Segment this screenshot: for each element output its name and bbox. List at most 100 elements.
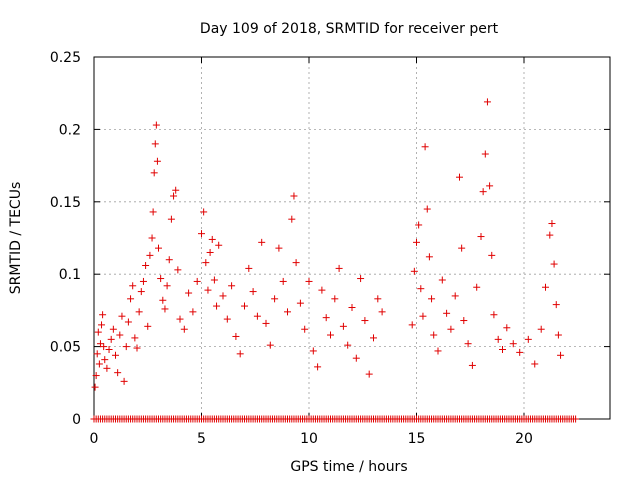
data-point (344, 341, 352, 349)
data-point (481, 150, 489, 158)
data-point (213, 302, 221, 310)
data-point (322, 314, 330, 322)
data-point (531, 360, 539, 368)
data-point (509, 340, 517, 348)
x-tick-label: 10 (300, 431, 318, 447)
data-point (135, 308, 143, 316)
data-point (208, 235, 216, 243)
data-point (468, 361, 476, 369)
data-point (408, 321, 416, 329)
data-point (206, 248, 214, 256)
data-point (99, 311, 107, 319)
data-point (236, 350, 244, 358)
x-tick-label: 15 (408, 431, 426, 447)
data-point (477, 233, 485, 241)
data-point (109, 325, 117, 333)
data-point (144, 322, 152, 330)
data-point (542, 283, 549, 291)
data-point (165, 256, 173, 264)
data-point (430, 331, 438, 339)
data-point (413, 238, 420, 246)
data-point (425, 253, 433, 261)
data-point (417, 285, 425, 293)
data-point (223, 315, 231, 323)
data-point (120, 377, 128, 385)
data-point (447, 325, 455, 333)
data-point (180, 325, 188, 333)
data-point (157, 275, 165, 283)
data-point (103, 364, 111, 372)
data-point (155, 244, 162, 252)
data-point (241, 302, 248, 310)
data-point (101, 356, 109, 364)
data-point (150, 169, 158, 177)
data-point (122, 343, 130, 351)
data-point (271, 295, 279, 303)
data-point (473, 283, 481, 291)
data-point (189, 308, 197, 316)
data-point (124, 318, 132, 326)
y-tick-label: 0.05 (50, 340, 81, 356)
data-point (434, 347, 442, 355)
x-axis-ticks: 0 5 10 15 20 (90, 57, 533, 447)
data-point (131, 334, 139, 342)
data-point (443, 309, 451, 317)
data-point (365, 370, 373, 378)
data-point (100, 343, 108, 351)
data-point (503, 324, 511, 332)
data-point (490, 311, 498, 319)
data-point (537, 325, 545, 333)
data-point (370, 334, 377, 342)
y-tick-label: 0 (72, 412, 81, 428)
data-point (327, 331, 334, 339)
data-point (232, 332, 240, 340)
data-point (284, 308, 291, 316)
y-tick-label: 0.25 (50, 50, 81, 66)
data-point (378, 308, 386, 316)
data-point (152, 121, 160, 129)
data-point (148, 234, 156, 242)
data-point (139, 277, 147, 285)
data-point (204, 286, 212, 294)
data-point (456, 173, 463, 181)
data-point (357, 275, 365, 283)
data-point (93, 350, 101, 358)
data-point (554, 331, 562, 339)
data-point (94, 328, 102, 336)
data-point (112, 351, 119, 359)
data-point (249, 288, 257, 296)
data-point (516, 348, 524, 356)
data-point (296, 299, 304, 307)
data-point (550, 260, 558, 268)
data-point (176, 315, 184, 323)
x-tick-label: 0 (90, 431, 99, 447)
data-point (275, 244, 283, 252)
data-point (279, 277, 287, 285)
data-point (149, 208, 157, 216)
data-point (159, 296, 167, 304)
data-points (90, 98, 580, 423)
data-point (105, 345, 113, 353)
data-point (172, 186, 180, 194)
data-point (314, 363, 322, 371)
data-point (548, 220, 556, 228)
data-point (153, 157, 161, 165)
data-point (339, 322, 347, 330)
data-point (107, 335, 115, 343)
data-point (352, 354, 360, 362)
data-point (415, 221, 423, 229)
data-point (335, 264, 343, 272)
data-point (410, 267, 418, 275)
data-point (524, 335, 532, 343)
data-point (374, 295, 382, 303)
data-point (96, 340, 104, 348)
data-point (557, 351, 565, 359)
data-point (292, 259, 300, 267)
x-axis-label: GPS time / hours (290, 459, 407, 475)
y-tick-label: 0.1 (59, 267, 81, 283)
grid-lines (94, 57, 610, 419)
data-point (458, 244, 466, 252)
data-point (428, 295, 436, 303)
data-point (202, 259, 210, 267)
